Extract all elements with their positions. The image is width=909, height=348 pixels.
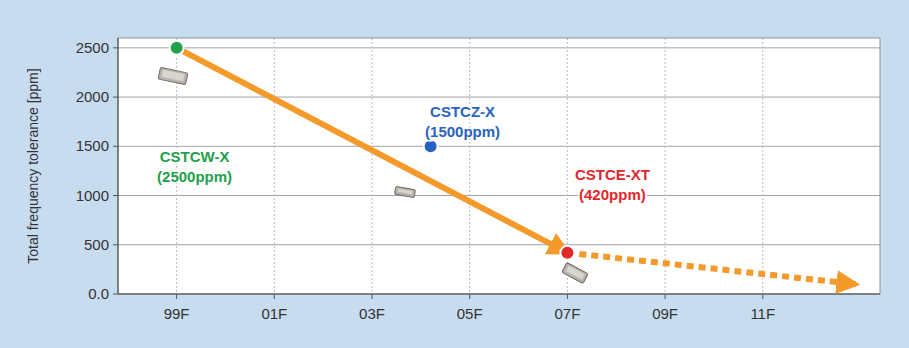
point-name: CSTCW-X	[160, 148, 230, 165]
tick-label: 2000	[76, 88, 109, 105]
tick-mark	[113, 294, 118, 295]
component-body	[562, 263, 588, 284]
tick-label: 500	[84, 236, 109, 253]
background	[0, 0, 909, 348]
data-label: (2500ppm)	[157, 168, 232, 185]
tick-mark	[274, 294, 275, 299]
grid-line	[762, 38, 763, 294]
data-label: (420ppm)	[579, 186, 646, 203]
labels: CSTCW-X (2500ppm) CSTCZ-X (1500ppm) CSTCE-XT…	[157, 103, 650, 202]
tick-mark	[665, 294, 666, 299]
component-icon	[158, 67, 188, 85]
grid-line	[118, 146, 880, 147]
tick-mark	[469, 294, 470, 299]
grid-line	[665, 38, 666, 294]
tick-label: 1000	[76, 187, 109, 204]
tick-mark	[113, 97, 118, 98]
plot-marks	[170, 41, 856, 284]
tick-label: 03F	[359, 305, 385, 322]
y-axis	[117, 38, 118, 294]
data-point	[560, 246, 574, 260]
tick-label: 09F	[652, 305, 678, 322]
grid-line	[118, 97, 880, 98]
tick-mark	[113, 195, 118, 196]
tick-mark	[113, 47, 118, 48]
component-top	[566, 266, 585, 280]
axis-title: Total frequency tolerance [ppm]	[25, 68, 41, 263]
component-body	[158, 67, 188, 85]
tick-label: 0.0	[88, 285, 109, 302]
tick-mark	[113, 146, 118, 147]
data-point	[424, 139, 438, 153]
tick-label: 01F	[261, 305, 287, 322]
point-name: CSTCZ-X	[430, 103, 495, 120]
grid-line	[274, 38, 275, 294]
tick-label: 11F	[750, 305, 775, 322]
point-name: CSTCE-XT	[575, 166, 650, 183]
tick-mark	[113, 244, 118, 245]
tick-label: 2500	[76, 39, 109, 56]
tick-mark	[372, 294, 373, 299]
plot-frame	[118, 38, 880, 294]
chart: 0.0 500 1000 1500 2000 2500 99F 01F 03F 05F 07F 09F…	[0, 0, 909, 348]
component-icon	[394, 186, 415, 197]
plot-area	[118, 38, 880, 294]
tick-label: 07F	[554, 305, 580, 322]
grid-line	[118, 195, 880, 196]
data-point	[170, 41, 184, 55]
tick-mark	[762, 294, 763, 299]
grid-line	[118, 47, 880, 48]
trend-arrow	[177, 48, 568, 253]
grid-line	[372, 38, 373, 294]
tick-label: 1500	[76, 137, 109, 154]
trend-arrow	[567, 253, 855, 285]
component-top	[162, 70, 185, 81]
component-body	[394, 186, 415, 197]
tick-mark	[567, 294, 568, 299]
tick-label: 99F	[164, 305, 190, 322]
data-label: (1500ppm)	[425, 123, 500, 140]
grid-line	[469, 38, 470, 294]
tick-label: 05F	[457, 305, 483, 322]
component-icon	[562, 263, 588, 284]
grid-line	[118, 244, 880, 245]
component-top	[398, 189, 412, 194]
x-axis	[118, 293, 880, 294]
grid-line	[118, 294, 880, 295]
tick-mark	[176, 294, 177, 299]
